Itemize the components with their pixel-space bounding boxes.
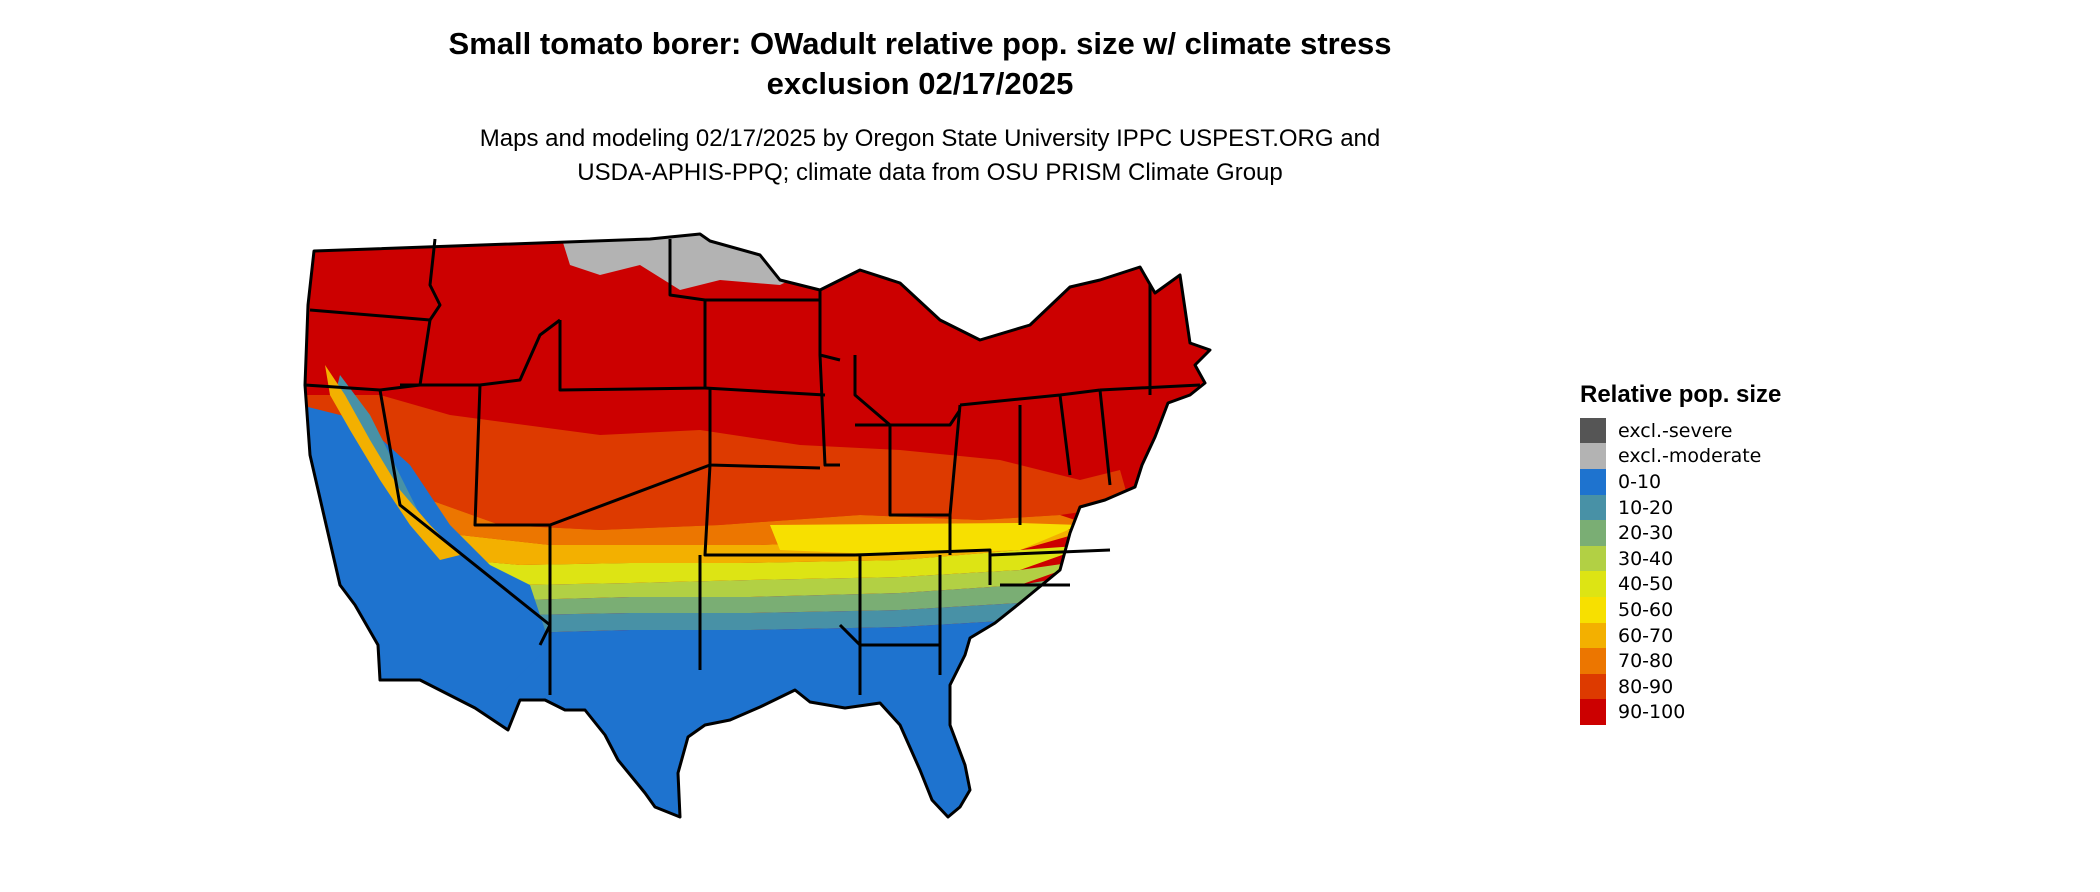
legend-item: 50-60 bbox=[1580, 596, 1781, 623]
legend-label: 80-90 bbox=[1618, 675, 1674, 698]
map-title: Small tomato borer: OWadult relative pop… bbox=[300, 24, 1540, 104]
legend-item: 70-80 bbox=[1580, 648, 1781, 675]
legend-swatch bbox=[1580, 443, 1606, 470]
population-raster bbox=[305, 234, 1210, 817]
legend-item: 60-70 bbox=[1580, 622, 1781, 649]
title-line-1: Small tomato borer: OWadult relative pop… bbox=[448, 26, 1392, 61]
title-line-2: exclusion 02/17/2025 bbox=[766, 66, 1074, 101]
legend-item: 10-20 bbox=[1580, 494, 1781, 521]
legend-item: excl.-severe bbox=[1580, 417, 1781, 444]
legend-item: 80-90 bbox=[1580, 673, 1781, 700]
legend-label: 90-100 bbox=[1618, 701, 1686, 724]
legend-swatch bbox=[1580, 596, 1606, 623]
legend-item: excl.-moderate bbox=[1580, 443, 1781, 470]
legend-item: 0-10 bbox=[1580, 468, 1781, 495]
legend-item: 40-50 bbox=[1580, 571, 1781, 598]
legend-swatch bbox=[1580, 494, 1606, 521]
legend-item: 20-30 bbox=[1580, 520, 1781, 547]
subtitle-line-1: Maps and modeling 02/17/2025 by Oregon S… bbox=[479, 125, 1381, 152]
legend-label: 60-70 bbox=[1618, 624, 1674, 647]
legend-swatch bbox=[1580, 571, 1606, 598]
legend-title: Relative pop. size bbox=[1580, 381, 1782, 408]
legend-swatch bbox=[1580, 648, 1606, 675]
legend-item: 90-100 bbox=[1580, 699, 1781, 726]
legend-label: 40-50 bbox=[1618, 573, 1674, 596]
legend-label: 70-80 bbox=[1618, 650, 1674, 673]
legend-label: 10-20 bbox=[1618, 496, 1674, 519]
us-map bbox=[303, 232, 1212, 819]
legend-label: excl.-severe bbox=[1618, 419, 1733, 442]
legend-swatch bbox=[1580, 699, 1606, 726]
band-50-60 bbox=[770, 523, 1080, 555]
legend-items: excl.-severe excl.-moderate 0-10 10-20 20-30… bbox=[1580, 417, 1781, 726]
legend-label: 50-60 bbox=[1618, 598, 1674, 621]
legend: Relative pop. size excl.-severe excl.-mod… bbox=[1580, 380, 1782, 726]
legend-swatch bbox=[1580, 417, 1606, 444]
band-80-90 bbox=[305, 395, 1130, 530]
legend-swatch bbox=[1580, 545, 1606, 572]
legend-label: 30-40 bbox=[1618, 547, 1674, 570]
legend-swatch bbox=[1580, 468, 1606, 495]
legend-label: excl.-moderate bbox=[1618, 445, 1762, 468]
legend-swatch bbox=[1580, 520, 1606, 547]
legend-swatch bbox=[1580, 673, 1606, 700]
legend-swatch bbox=[1580, 622, 1606, 649]
legend-label: 20-30 bbox=[1618, 522, 1674, 545]
state-boundaries bbox=[303, 232, 1212, 819]
map-subtitle: Maps and modeling 02/17/2025 by Oregon S… bbox=[330, 122, 1530, 190]
excl-moderate-lakes bbox=[860, 234, 920, 265]
legend-label: 0-10 bbox=[1618, 470, 1662, 493]
subtitle-line-2: USDA-APHIS-PPQ; climate data from OSU PR… bbox=[577, 159, 1283, 186]
legend-item: 30-40 bbox=[1580, 545, 1781, 572]
